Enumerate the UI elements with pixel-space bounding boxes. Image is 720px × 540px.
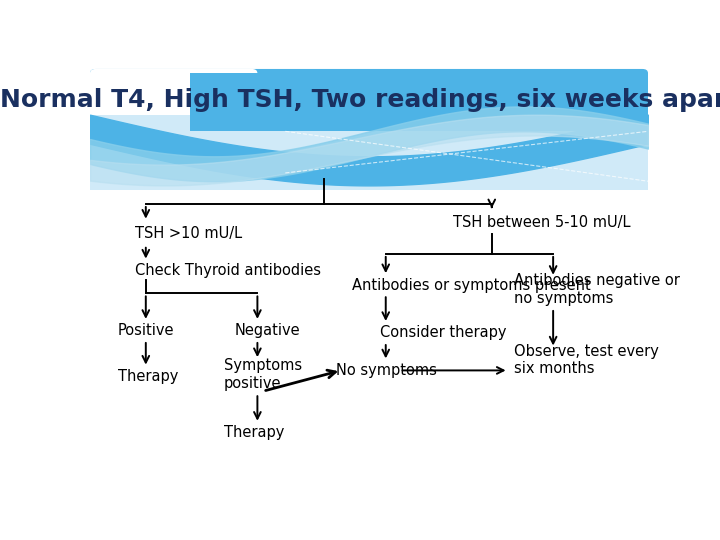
Text: TSH between 5-10 mU/L: TSH between 5-10 mU/L [453, 215, 630, 230]
Text: Negative: Negative [235, 323, 301, 339]
Text: Therapy: Therapy [224, 426, 284, 440]
Text: No symptoms: No symptoms [336, 363, 436, 378]
Text: Consider therapy: Consider therapy [380, 326, 507, 341]
Text: Check Thyroid antibodies: Check Thyroid antibodies [135, 263, 320, 278]
Text: Therapy: Therapy [118, 369, 179, 384]
Text: Positive: Positive [118, 323, 174, 339]
FancyBboxPatch shape [90, 69, 648, 136]
Text: TSH >10 mU/L: TSH >10 mU/L [135, 226, 242, 241]
Text: Normal T4, High TSH, Two readings, six weeks apart: Normal T4, High TSH, Two readings, six w… [0, 88, 720, 112]
Text: Antibodies or symptoms present: Antibodies or symptoms present [352, 278, 591, 293]
FancyBboxPatch shape [90, 69, 258, 136]
Text: Antibodies negative or
no symptoms: Antibodies negative or no symptoms [514, 273, 680, 306]
Text: Symptoms
positive: Symptoms positive [224, 359, 302, 391]
FancyBboxPatch shape [90, 114, 648, 190]
FancyBboxPatch shape [190, 73, 648, 131]
Text: Observe, test every
six months: Observe, test every six months [514, 344, 659, 376]
